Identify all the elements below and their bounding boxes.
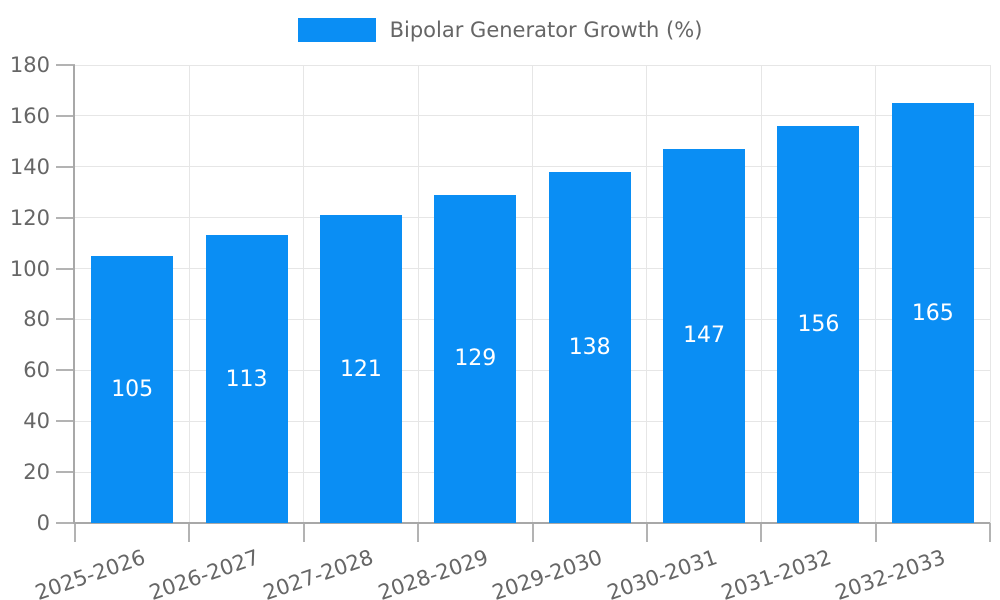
x-tick-label: 2030-2031 <box>603 545 720 600</box>
bar-value-label: 113 <box>225 366 268 392</box>
bar-value-label: 165 <box>911 300 954 326</box>
x-gridline <box>875 65 877 523</box>
y-tick-mark <box>56 216 75 219</box>
x-gridline <box>760 65 762 523</box>
y-tick-mark <box>56 522 75 524</box>
y-tick-mark <box>56 267 75 270</box>
x-tick-label: 2025-2026 <box>31 545 149 600</box>
bar-2026-2027[interactable]: 113 <box>205 235 288 523</box>
x-tick-mark <box>760 523 763 542</box>
bar-2029-2030[interactable]: 138 <box>548 171 631 523</box>
x-tick-label: 2026-2027 <box>146 545 263 600</box>
y-axis-line <box>73 65 75 523</box>
bar-value-label: 105 <box>111 376 154 402</box>
bar-2030-2031[interactable]: 147 <box>663 148 746 523</box>
bar-value-label: 121 <box>339 356 382 382</box>
x-tick-mark <box>531 523 534 542</box>
x-tick-label: 2029-2030 <box>489 545 606 600</box>
bar-2027-2028[interactable]: 121 <box>319 215 402 523</box>
bar-value-label: 138 <box>568 334 611 360</box>
y-tick-label: 20 <box>23 460 50 485</box>
bar-2025-2026[interactable]: 105 <box>91 255 174 523</box>
y-tick-mark <box>56 420 75 423</box>
y-tick-mark <box>56 318 75 321</box>
y-tick-mark <box>56 471 75 474</box>
y-tick-label: 100 <box>9 256 50 281</box>
legend[interactable]: Bipolar Generator Growth (%) <box>0 18 1000 42</box>
bar-2032-2033[interactable]: 165 <box>891 103 974 523</box>
y-tick-label: 80 <box>23 307 50 332</box>
bar-value-label: 156 <box>797 312 840 338</box>
x-gridline <box>417 65 419 523</box>
x-gridline <box>646 65 648 523</box>
x-tick-label: 2032-2033 <box>832 545 949 600</box>
y-tick-mark <box>56 64 75 66</box>
x-tick-mark <box>417 523 420 542</box>
x-gridline <box>188 65 190 523</box>
x-gridline <box>989 65 991 523</box>
y-tick-mark <box>56 114 75 117</box>
x-tick-mark <box>989 523 991 542</box>
x-tick-label: 2028-2029 <box>375 545 492 600</box>
y-tick-label: 0 <box>36 511 50 535</box>
x-tick-label: 2027-2028 <box>260 545 377 600</box>
legend-swatch <box>297 18 376 42</box>
legend-label: Bipolar Generator Growth (%) <box>389 18 703 42</box>
bar-value-label: 147 <box>683 323 726 349</box>
y-tick-mark <box>56 165 75 168</box>
y-tick-label: 140 <box>9 154 50 179</box>
x-gridline <box>532 65 533 523</box>
bar-2028-2029[interactable]: 129 <box>434 194 517 523</box>
x-tick-label: 2031-2032 <box>718 545 835 600</box>
x-axis-line <box>73 522 990 524</box>
x-tick-mark <box>645 523 648 542</box>
bar-2031-2032[interactable]: 156 <box>777 126 860 523</box>
y-tick-label: 40 <box>23 409 50 434</box>
x-gridline <box>303 65 305 523</box>
x-tick-mark <box>74 523 76 542</box>
x-tick-mark <box>188 523 191 542</box>
bar-value-label: 129 <box>454 346 497 372</box>
y-tick-label: 120 <box>9 205 50 230</box>
x-tick-mark <box>874 523 877 542</box>
x-tick-mark <box>302 523 305 542</box>
y-tick-label: 180 <box>9 53 50 77</box>
y-tick-label: 60 <box>23 358 50 383</box>
y-tick-mark <box>56 369 75 372</box>
y-tick-label: 160 <box>9 103 50 128</box>
